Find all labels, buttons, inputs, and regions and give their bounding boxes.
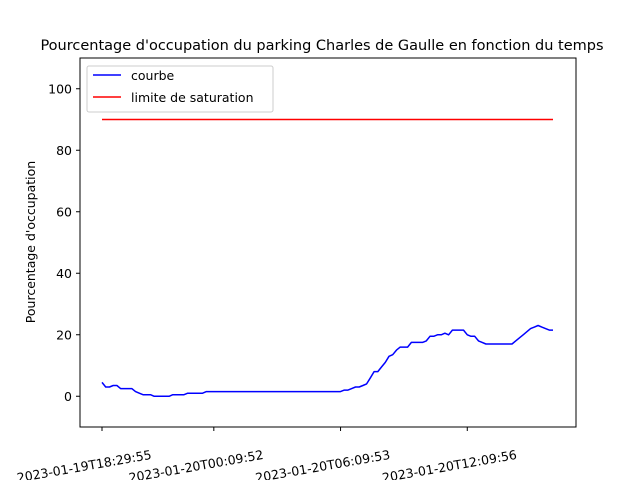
y-tick-label: 100 <box>48 81 72 96</box>
y-tick-label: 60 <box>56 204 72 219</box>
series-line-courbe <box>101 324 553 398</box>
legend-label-courbe: courbe <box>131 68 175 83</box>
legend: courbe limite de saturation <box>86 65 274 113</box>
axes-frame <box>79 57 577 428</box>
legend-label-limite: limite de saturation <box>131 90 254 105</box>
y-tick-label: 0 <box>64 389 72 404</box>
chart-title: Pourcentage d'occupation du parking Char… <box>40 38 603 54</box>
y-axis-label: Pourcentage d'occupation <box>23 161 38 323</box>
y-tick-label: 40 <box>56 266 72 281</box>
legend-box <box>86 65 274 113</box>
y-tick-label: 20 <box>56 327 72 342</box>
y-tick-label: 80 <box>56 143 72 158</box>
